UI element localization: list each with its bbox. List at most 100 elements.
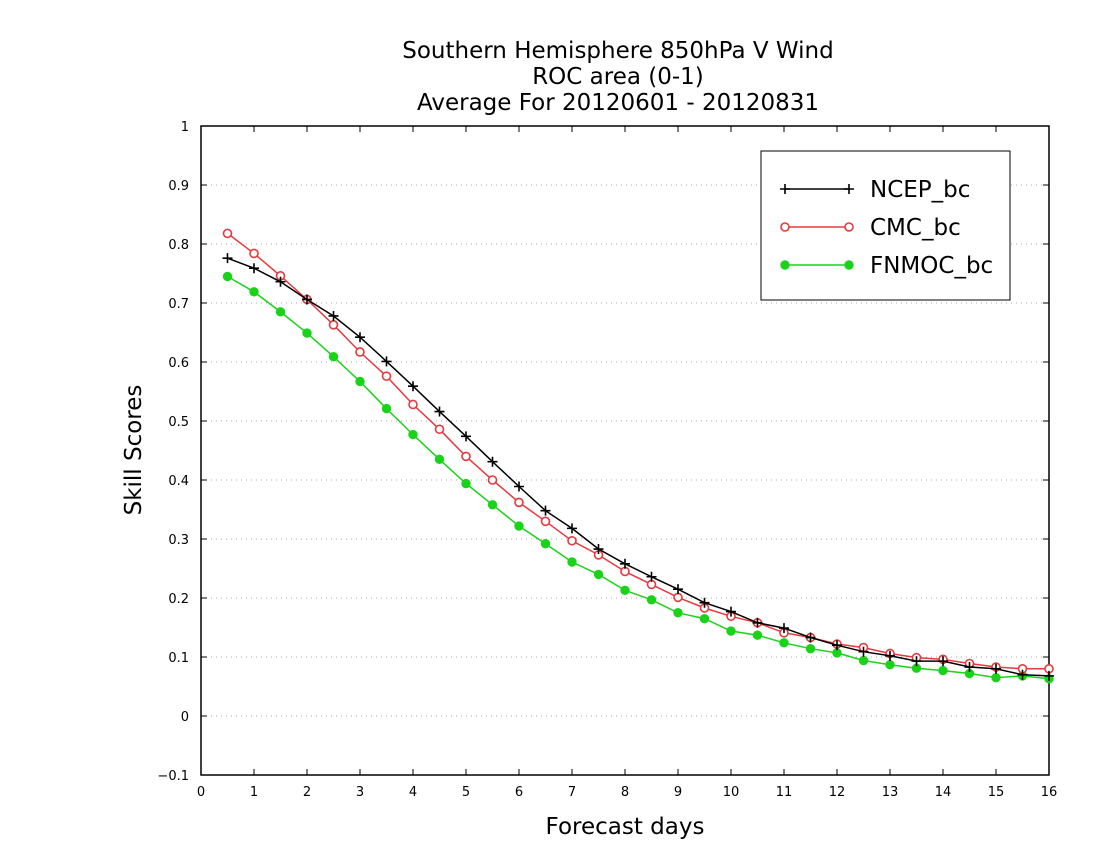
legend-label: NCEP_bc <box>870 177 970 203</box>
data-point <box>620 585 630 596</box>
data-point <box>567 523 577 534</box>
y-tick-label: 0.9 <box>168 179 189 194</box>
data-point <box>275 276 286 287</box>
data-point <box>540 516 551 527</box>
data-point <box>911 656 922 667</box>
data-point <box>302 328 312 338</box>
x-tick-label: 4 <box>409 785 417 800</box>
data-point <box>646 571 657 582</box>
data-point <box>249 248 259 259</box>
data-point <box>1044 670 1054 681</box>
data-point <box>726 626 736 636</box>
data-point <box>805 632 816 643</box>
legend-item: CMC_bc <box>780 215 961 241</box>
data-point <box>567 557 577 567</box>
data-point <box>381 356 392 367</box>
x-tick-label: 16 <box>1041 785 1058 800</box>
data-point <box>514 497 524 508</box>
y-tick-label: 0.7 <box>168 297 189 312</box>
data-point <box>1017 669 1028 680</box>
data-point <box>938 665 948 676</box>
data-point <box>779 638 789 648</box>
data-point <box>434 424 445 435</box>
legend-marker <box>780 260 790 270</box>
data-point <box>434 454 445 465</box>
x-tick-label: 5 <box>462 785 470 800</box>
data-point <box>593 569 604 580</box>
legend: NCEP_bc CMC_bc FNMOC_bc <box>760 150 1011 301</box>
data-point <box>461 478 471 489</box>
y-tick-label: 0.3 <box>168 533 189 548</box>
y-tick-label: 0.6 <box>168 356 189 371</box>
chart-title-line-1: Southern Hemisphere 850hPa V Wind <box>402 38 833 64</box>
y-tick-label: 0.1 <box>168 651 189 666</box>
x-tick-label: 3 <box>356 785 364 800</box>
data-point <box>938 656 948 667</box>
data-point <box>858 655 869 666</box>
x-tick-label: 14 <box>935 785 952 800</box>
legend-item: FNMOC_bc <box>780 253 993 279</box>
data-point <box>381 403 392 414</box>
data-point <box>434 406 445 417</box>
data-point <box>805 644 816 654</box>
data-point <box>540 539 551 549</box>
series-plot <box>222 228 1054 684</box>
data-point <box>991 663 1001 674</box>
axes: −0.100.10.20.30.40.50.60.70.80.910 1 2 3 4 5 6… <box>157 120 1057 800</box>
y-tick-label: 0.8 <box>168 238 189 253</box>
chart-title-line-2: ROC area (0-1) <box>532 64 704 90</box>
data-point <box>699 613 710 624</box>
chart-title: Southern Hemisphere 850hPa V Wind ROC ar… <box>402 38 833 116</box>
series-FNMOC_bc <box>222 271 1054 684</box>
legend-marker <box>780 184 790 194</box>
data-point <box>355 332 365 343</box>
data-point <box>964 662 975 673</box>
data-point <box>779 623 789 634</box>
series-CMC_bc <box>222 228 1054 674</box>
data-point <box>885 650 895 661</box>
data-point <box>249 263 259 274</box>
data-point <box>328 351 339 362</box>
legend-marker <box>844 260 854 270</box>
x-tick-label: 8 <box>621 785 629 800</box>
x-tick-label: 1 <box>250 785 258 800</box>
data-point <box>593 544 604 555</box>
x-tick-label: 6 <box>515 785 523 800</box>
x-tick-label: 13 <box>882 785 899 800</box>
data-point <box>752 617 763 628</box>
legend-marker <box>844 222 854 232</box>
data-point <box>567 535 577 546</box>
x-tick-label: 15 <box>988 785 1005 800</box>
series-NCEP_bc <box>222 253 1054 681</box>
data-point <box>487 475 498 485</box>
legend-label: FNMOC_bc <box>870 253 993 279</box>
data-point <box>514 521 524 531</box>
y-tick-label: −0.1 <box>157 769 189 784</box>
data-point <box>540 505 551 516</box>
data-point <box>275 307 286 317</box>
series-line <box>227 275 1050 680</box>
legend-box <box>760 150 1011 301</box>
data-point <box>328 320 339 330</box>
x-tick-label: 12 <box>829 785 846 800</box>
y-tick-label: 0.5 <box>168 415 189 430</box>
data-point <box>726 606 736 617</box>
data-point <box>408 381 418 392</box>
data-point <box>991 672 1001 683</box>
data-point <box>646 595 657 605</box>
legend-marker <box>780 222 790 232</box>
x-tick-label: 7 <box>568 785 576 800</box>
x-tick-label: 9 <box>674 785 682 800</box>
data-point <box>222 228 233 239</box>
data-point <box>408 399 418 410</box>
x-tick-label: 2 <box>303 785 311 800</box>
data-point <box>355 347 365 357</box>
data-point <box>381 371 392 381</box>
legend-label: CMC_bc <box>870 215 961 241</box>
series-line <box>227 257 1050 677</box>
y-tick-label: 0.4 <box>168 474 189 489</box>
data-point <box>249 287 259 297</box>
data-point <box>461 451 471 462</box>
data-point <box>328 310 339 321</box>
